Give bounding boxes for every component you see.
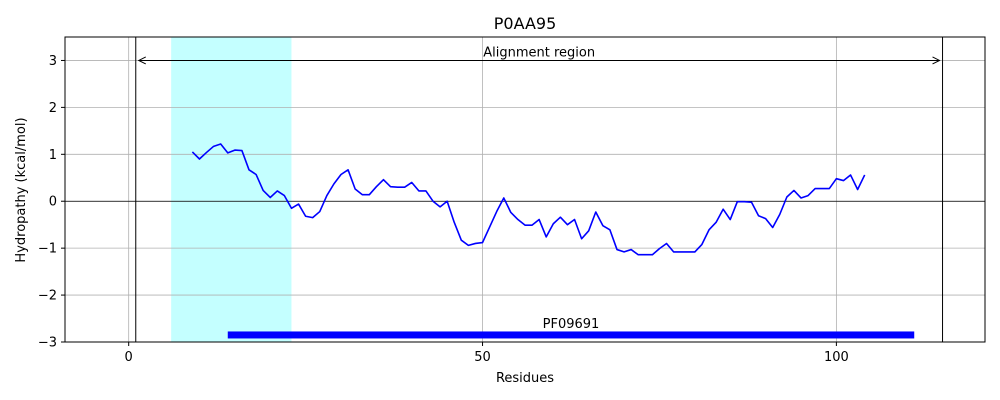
hydropathy-series-line xyxy=(191,143,866,256)
alignment-arrow-right-head xyxy=(932,56,941,65)
x-axis-label: Residues xyxy=(496,371,554,386)
background-layer xyxy=(171,37,292,342)
y-axis-label: Hydropathy (kcal/mol) xyxy=(14,117,29,262)
y-tick-label: 2 xyxy=(49,101,57,116)
domain-bar xyxy=(227,331,915,339)
highlight-region xyxy=(171,37,292,342)
domain-label: PF09691 xyxy=(543,317,600,332)
tick-layer: 0 50 100 −3 −2 −1 0 1 2 3 xyxy=(38,54,849,365)
y-tick-label: 3 xyxy=(49,54,57,69)
chart-title: P0AA95 xyxy=(494,14,557,33)
x-tick-label: 100 xyxy=(824,350,849,365)
y-tick-label: 1 xyxy=(49,148,57,163)
alignment-arrow-left-head xyxy=(137,56,146,65)
y-tick-label: −3 xyxy=(38,336,57,351)
x-tick-label: 0 xyxy=(125,350,133,365)
plot-frame xyxy=(64,36,986,343)
y-tick-label: −2 xyxy=(38,289,57,304)
y-tick-label: −1 xyxy=(38,242,57,257)
x-tick-label: 50 xyxy=(474,350,491,365)
data-layer xyxy=(65,37,985,342)
alignment-region-label: Alignment region xyxy=(483,45,595,60)
y-tick-label: 0 xyxy=(49,195,57,210)
